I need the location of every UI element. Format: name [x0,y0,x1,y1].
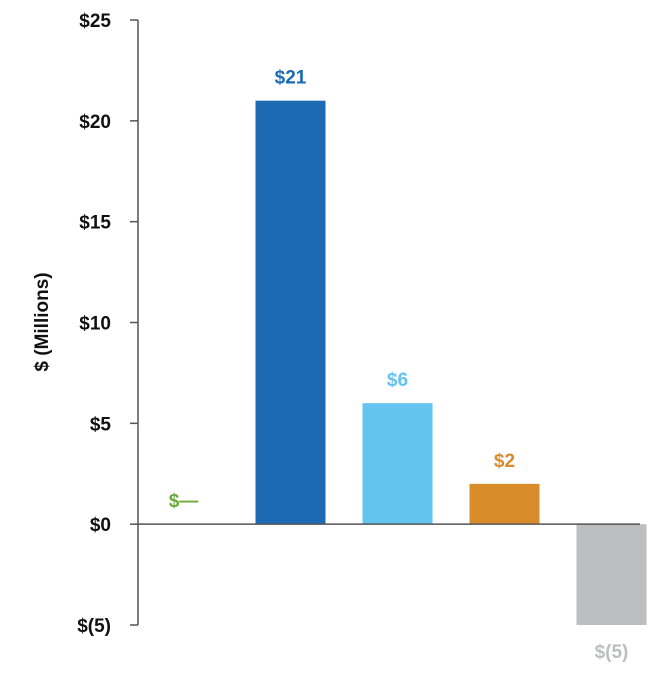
y-tick-label: $5 [90,414,112,435]
y-tick-label: $15 [79,213,111,234]
y-tick-label: $20 [79,112,111,133]
bar-value-label: $— [169,491,199,512]
bar-value-label: $21 [275,68,307,89]
y-axis: $25 $20 $15 $10 $5 $0 $(5) [77,11,139,637]
y-tick-label: $(5) [77,616,111,637]
bar-value-label: $6 [387,370,408,391]
data-labels: $— $21 $6 $2 $(5) [169,68,629,663]
bar [576,524,647,625]
y-tick-label: $10 [79,314,111,335]
y-tick-label: $25 [79,11,111,32]
y-axis-label: $ (Millions) [32,272,53,371]
bar [362,403,433,525]
bar-value-label: $2 [494,451,515,472]
bars [255,100,647,625]
bar [255,100,326,525]
y-tick-label: $0 [90,515,111,536]
bar-value-label: $(5) [595,642,629,663]
bar [469,483,540,525]
